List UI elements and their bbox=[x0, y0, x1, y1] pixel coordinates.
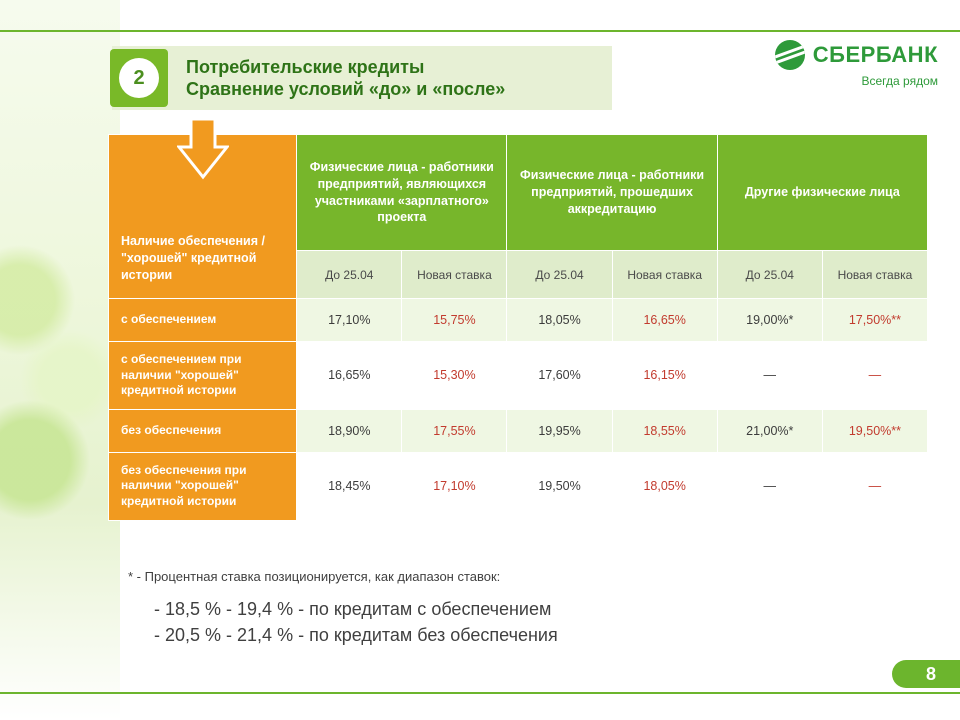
cell-value: — bbox=[717, 342, 822, 410]
table-row: с обеспечением 17,10% 15,75% 18,05% 16,6… bbox=[109, 299, 928, 342]
cell-value: 18,05% bbox=[507, 299, 612, 342]
cell-value: 15,75% bbox=[402, 299, 507, 342]
brand-tagline: Всегда рядом bbox=[775, 74, 938, 88]
cell-value: 17,55% bbox=[402, 409, 507, 452]
bottom-accent-line bbox=[0, 692, 960, 694]
page-number: 8 bbox=[926, 664, 936, 685]
cell-value: 17,10% bbox=[402, 452, 507, 520]
subheader-before: До 25.04 bbox=[717, 251, 822, 299]
cell-value: 18,55% bbox=[612, 409, 717, 452]
cell-value: 19,95% bbox=[507, 409, 612, 452]
cell-value: 18,90% bbox=[297, 409, 402, 452]
page-number-tab: 8 bbox=[892, 660, 960, 688]
corner-header: Наличие обеспечения / "хорошей" кредитно… bbox=[109, 135, 297, 299]
arrow-path bbox=[179, 119, 227, 177]
section-number-badge: 2 bbox=[110, 49, 168, 107]
footnotes: * - Процентная ставка позиционируется, к… bbox=[128, 568, 828, 648]
cell-value: 17,60% bbox=[507, 342, 612, 410]
table-row: без обеспечения 18,90% 17,55% 19,95% 18,… bbox=[109, 409, 928, 452]
comparison-table: Наличие обеспечения / "хорошей" кредитно… bbox=[108, 134, 928, 521]
cell-value: — bbox=[822, 342, 927, 410]
arrow-down-icon bbox=[177, 117, 229, 181]
decorative-left-gradient bbox=[0, 0, 120, 720]
column-group-1: Физические лица - работники предприятий,… bbox=[507, 135, 717, 251]
brand-name: СБЕРБАНК bbox=[813, 42, 938, 68]
cell-value: 17,50%** bbox=[822, 299, 927, 342]
brand-logo: СБЕРБАНК Всегда рядом bbox=[775, 40, 938, 88]
cell-value: — bbox=[717, 452, 822, 520]
row-label: без обеспечения bbox=[109, 409, 297, 452]
row-label: без обеспечения при наличии "хорошей" кр… bbox=[109, 452, 297, 520]
title-band: 2 Потребительские кредиты Сравнение усло… bbox=[112, 46, 612, 110]
row-label: с обеспечением при наличии "хорошей" кре… bbox=[109, 342, 297, 410]
cell-value: 16,65% bbox=[297, 342, 402, 410]
cell-value: 18,05% bbox=[612, 452, 717, 520]
column-group-0: Физические лица - работники предприятий,… bbox=[297, 135, 507, 251]
subheader-after: Новая ставка bbox=[612, 251, 717, 299]
cell-value: 19,50% bbox=[507, 452, 612, 520]
subheader-after: Новая ставка bbox=[822, 251, 927, 299]
title-line-1: Потребительские кредиты bbox=[186, 56, 505, 79]
cell-value: 19,50%** bbox=[822, 409, 927, 452]
sberbank-logo-icon bbox=[775, 40, 805, 70]
subheader-after: Новая ставка bbox=[402, 251, 507, 299]
cell-value: 15,30% bbox=[402, 342, 507, 410]
title-line-2: Сравнение условий «до» и «после» bbox=[186, 78, 505, 101]
subheader-before: До 25.04 bbox=[507, 251, 612, 299]
cell-value: 19,00%* bbox=[717, 299, 822, 342]
table-row: с обеспечением при наличии "хорошей" кре… bbox=[109, 342, 928, 410]
footnote-asterisk: * - Процентная ставка позиционируется, к… bbox=[128, 568, 828, 586]
section-number: 2 bbox=[119, 58, 159, 98]
footnote-range-1: - 18,5 % - 19,4 % - по кредитам с обеспе… bbox=[154, 596, 828, 622]
corner-header-text: Наличие обеспечения / "хорошей" кредитно… bbox=[121, 234, 265, 282]
column-group-2: Другие физические лица bbox=[717, 135, 927, 251]
top-accent-line bbox=[0, 30, 960, 32]
cell-value: 17,10% bbox=[297, 299, 402, 342]
cell-value: 16,65% bbox=[612, 299, 717, 342]
footnote-range-2: - 20,5 % - 21,4 % - по кредитам без обес… bbox=[154, 622, 828, 648]
cell-value: 16,15% bbox=[612, 342, 717, 410]
subheader-before: До 25.04 bbox=[297, 251, 402, 299]
comparison-table-container: Наличие обеспечения / "хорошей" кредитно… bbox=[108, 134, 928, 521]
cell-value: 18,45% bbox=[297, 452, 402, 520]
cell-value: 21,00%* bbox=[717, 409, 822, 452]
row-label: с обеспечением bbox=[109, 299, 297, 342]
table-row: без обеспечения при наличии "хорошей" кр… bbox=[109, 452, 928, 520]
cell-value: — bbox=[822, 452, 927, 520]
page-title: Потребительские кредиты Сравнение услови… bbox=[186, 56, 505, 101]
